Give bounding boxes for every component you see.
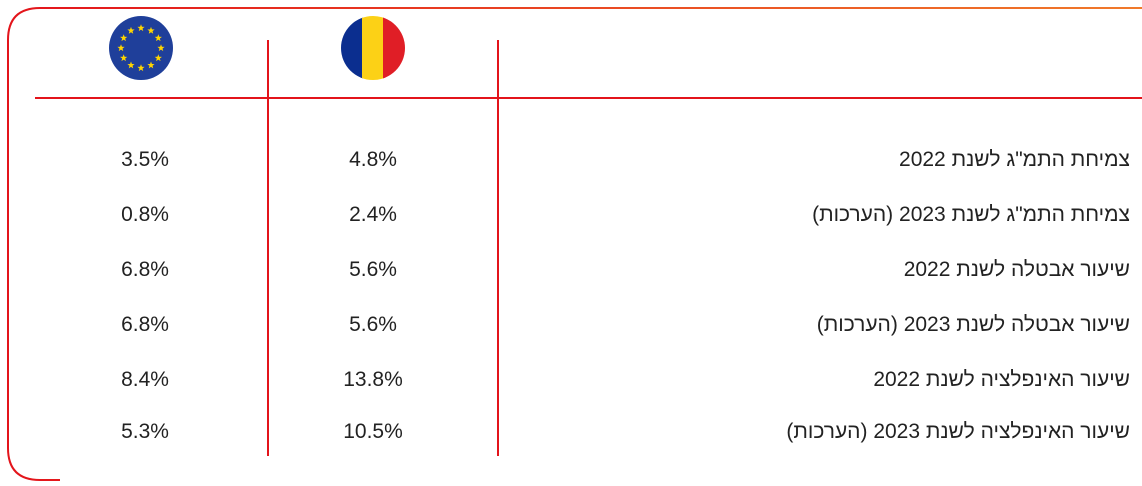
star [117, 44, 125, 52]
eu-value: 6.8% [121, 313, 169, 336]
eu-value: 0.8% [121, 203, 169, 226]
border [7, 7, 1142, 481]
star [120, 54, 128, 62]
star [154, 34, 162, 42]
star [137, 24, 145, 32]
row-label: שיעור אבטלה לשנת 2023 (הערכות) [816, 313, 1130, 336]
star [157, 44, 165, 52]
romania-flag [341, 16, 405, 80]
eu-value: 5.3% [121, 420, 169, 443]
star [127, 26, 135, 34]
eu-value: 8.4% [121, 368, 169, 391]
star [120, 34, 128, 42]
eu-value: 6.8% [121, 258, 169, 281]
eu-flag [109, 16, 173, 80]
eu-value: 3.5% [121, 148, 169, 171]
star [137, 64, 145, 72]
row-label: שיעור האינפלציה לשנת 2022 [873, 368, 1130, 391]
romania-value: 5.6% [349, 258, 397, 281]
star [147, 26, 155, 34]
romania-value: 2.4% [349, 203, 397, 226]
star [127, 61, 135, 69]
row-label: צמיחת התמ"ג לשנת 2023 (הערכות) [812, 203, 1130, 226]
row-label: צמיחת התמ"ג לשנת 2022 [899, 148, 1130, 171]
romania-value: 4.8% [349, 148, 397, 171]
romania-value: 13.8% [343, 368, 403, 391]
row-label: שיעור אבטלה לשנת 2022 [903, 258, 1130, 281]
row-label: שיעור האינפלציה לשנת 2023 (הערכות) [786, 420, 1130, 443]
romania-value: 10.5% [343, 420, 403, 443]
romania-value: 5.6% [349, 313, 397, 336]
star [147, 61, 155, 69]
star [154, 54, 162, 62]
